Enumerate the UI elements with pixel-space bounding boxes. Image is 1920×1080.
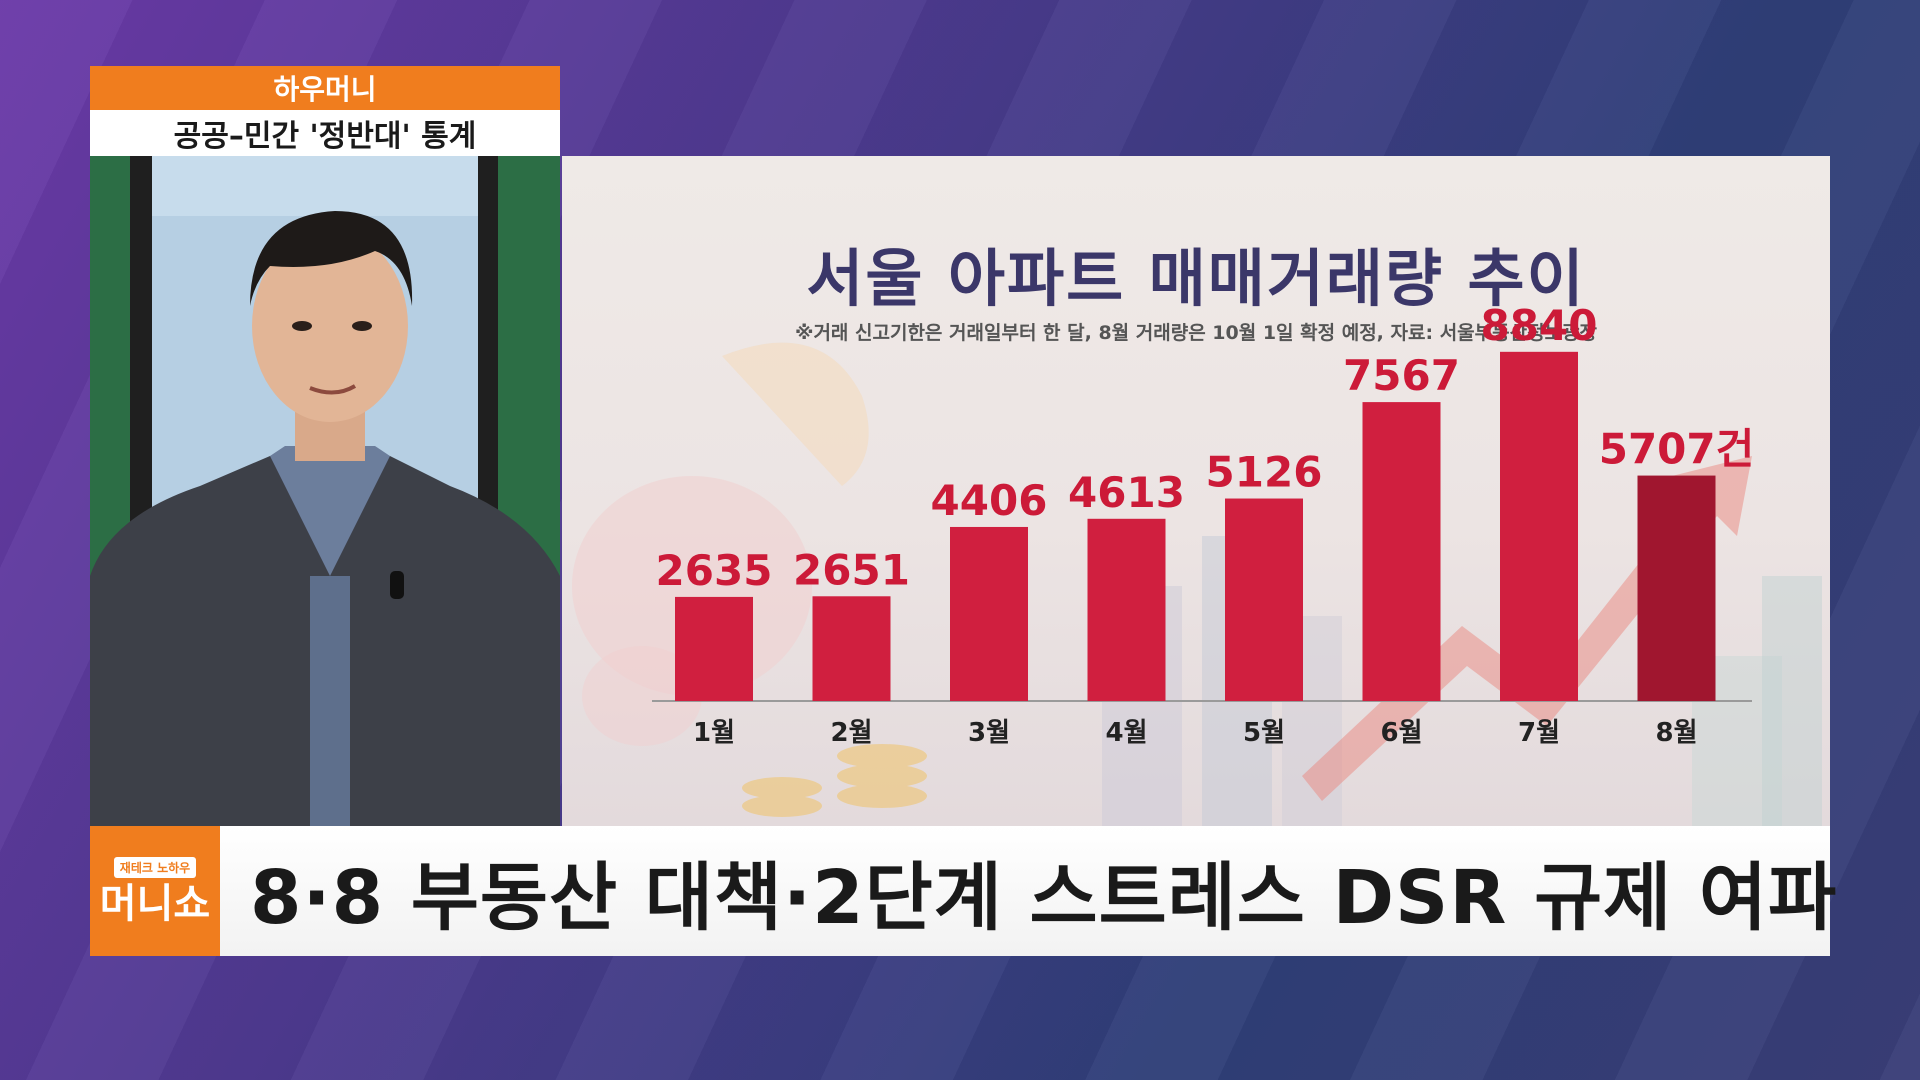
headline-ticker: 재테크 노하우 머니쇼 8·8 부동산 대책·2단계 스트레스 DSR 규제 여… xyxy=(90,826,1836,956)
chart-background-illustration xyxy=(572,342,1822,826)
bar-6 xyxy=(1362,402,1441,701)
bar-2 xyxy=(812,596,891,701)
bar-chart: 2635 1월 2651 2월 4406 3월 4613 4월 5126 5월 7567 6월 8840… xyxy=(652,301,1755,748)
bar-4 xyxy=(1087,518,1166,701)
bar-value-label-2: 2651 xyxy=(793,545,910,594)
bar-7 xyxy=(1500,351,1578,701)
logo-title: 머니쇼 xyxy=(99,880,211,927)
chart-panel: 서울 아파트 매매거래량 추이 ※거래 신고기한은 거래일부터 한 달, 8월 … xyxy=(562,156,1830,826)
bar-value-label-6: 7567 xyxy=(1343,351,1460,400)
x-tick-label-1: 1월 xyxy=(693,718,735,748)
bar-value-label-5: 5126 xyxy=(1206,448,1323,497)
x-tick-label-2: 2월 xyxy=(830,718,872,748)
logo-tagline: 재테크 노하우 xyxy=(113,856,197,878)
x-tick-label-7: 7월 xyxy=(1518,718,1560,748)
bar-value-label-3: 4406 xyxy=(931,476,1048,525)
chart-title: 서울 아파트 매매거래량 추이 xyxy=(806,242,1586,315)
segment-subtitle: 공공–민간 '정반대' 통계 xyxy=(90,110,560,156)
bar-8 xyxy=(1637,475,1716,701)
x-tick-label-8: 8월 xyxy=(1655,718,1697,748)
bar-1 xyxy=(675,596,753,701)
chart-note: ※거래 신고기한은 거래일부터 한 달, 8월 거래량은 10월 1일 확정 예… xyxy=(794,322,1598,344)
presenter-illustration xyxy=(90,156,560,826)
x-tick-label-6: 6월 xyxy=(1380,718,1422,748)
bar-value-label-1: 2635 xyxy=(656,546,773,595)
bar-value-label-8: 5707건 xyxy=(1599,425,1755,474)
x-tick-label-5: 5월 xyxy=(1243,718,1285,748)
segment-label: 하우머니 xyxy=(90,66,560,110)
bar-5 xyxy=(1225,498,1303,701)
x-tick-label-3: 3월 xyxy=(968,718,1010,748)
bar-value-label-7: 8840 xyxy=(1481,301,1598,350)
bar-3 xyxy=(950,526,1028,701)
bar-value-label-4: 4613 xyxy=(1068,468,1185,517)
x-tick-label-4: 4월 xyxy=(1105,718,1147,748)
presenter-video xyxy=(90,156,560,826)
headline-text: 8·8 부동산 대책·2단계 스트레스 DSR 규제 여파 xyxy=(250,854,1838,941)
show-logo: 재테크 노하우 머니쇼 xyxy=(90,826,220,956)
